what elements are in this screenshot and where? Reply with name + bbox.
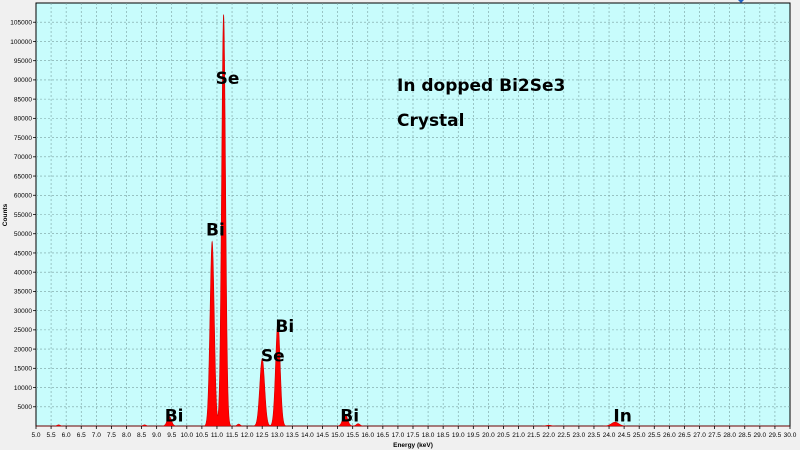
x-tick-label: 19.0 [452,432,465,439]
x-tick-label: 12.0 [241,432,254,439]
x-tick-label: 24.5 [618,432,631,439]
peak-labels: Se Bi Bi Se Bi Bi In [165,69,632,427]
x-tick-label: 14.5 [316,432,329,439]
y-tick-label: 30000 [14,308,32,315]
x-tick-label: 16.5 [377,432,390,439]
grid-lines [36,3,790,426]
y-tick-label: 85000 [14,96,32,103]
x-tick-label: 21.0 [512,432,525,439]
x-tick-label: 30.0 [784,432,797,439]
x-tick-label: 27.0 [693,432,706,439]
y-tick-label: 80000 [14,116,32,123]
x-tick-label: 29.5 [769,432,782,439]
x-tick-label: 15.0 [331,432,344,439]
x-tick-label: 22.5 [557,432,570,439]
x-tick-label: 20.5 [497,432,510,439]
y-tick-label: 100000 [10,39,32,46]
x-tick-label: 28.5 [738,432,751,439]
y-tick-label: 60000 [14,193,32,200]
x-tick-label: 19.5 [467,432,480,439]
x-tick-label: 9.5 [167,432,176,439]
y-tick-label: 90000 [14,77,32,84]
y-tick-label: 5000 [18,404,33,411]
peak-label: Bi [165,406,184,426]
x-tick-label: 5.0 [31,432,40,439]
x-axis-label: Energy (keV) [393,442,433,449]
peak-label: Bi [206,221,225,241]
x-tick-label: 14.0 [301,432,314,439]
y-tick-label: 95000 [14,58,32,65]
peak-label: Se [216,69,240,89]
x-tick-label: 6.0 [62,432,71,439]
x-tick-label: 29.0 [754,432,767,439]
x-tick-label: 18.5 [437,432,450,439]
x-tick-label: 24.0 [603,432,616,439]
x-tick-label: 21.5 [527,432,540,439]
x-tick-label: 9.0 [152,432,161,439]
x-tick-label: 23.0 [573,432,586,439]
x-tick-label: 10.5 [196,432,209,439]
y-tick-label: 15000 [14,366,32,373]
x-tick-label: 17.0 [392,432,405,439]
x-tick-label: 15.5 [346,432,359,439]
peak-label: Bi [340,406,359,426]
x-tick-label: 13.5 [286,432,299,439]
y-tick-label: 70000 [14,154,32,161]
x-tick-label: 26.0 [663,432,676,439]
x-axis-ticks: 5.0 5.5 6.0 6.5 7.0 7.5 8.0 8.5 9.0 9.5 10.0 10.5 11… [31,426,797,439]
x-tick-label: 27.5 [708,432,721,439]
y-tick-label: 105000 [10,20,32,27]
y-tick-label: 65000 [14,173,32,180]
y-tick-label: 40000 [14,269,32,276]
peak-label: Bi [275,317,294,337]
peak-label: In [613,406,631,426]
x-tick-label: 20.0 [482,432,495,439]
x-tick-label: 23.5 [588,432,601,439]
y-tick-label: 25000 [14,327,32,334]
peak-label: Se [261,346,285,366]
annotation-line-1: In dopped Bi2Se3 [397,76,565,96]
x-tick-label: 16.0 [361,432,374,439]
x-tick-label: 6.5 [77,432,86,439]
y-tick-label: 10000 [14,385,32,392]
x-tick-label: 5.5 [47,432,56,439]
x-tick-label: 28.0 [723,432,736,439]
x-tick-label: 25.0 [633,432,646,439]
x-tick-label: 18.0 [422,432,435,439]
corner-indicator-icon [738,0,744,3]
x-tick-label: 7.5 [107,432,116,439]
x-tick-label: 13.0 [271,432,284,439]
x-tick-label: 8.0 [122,432,131,439]
x-tick-label: 25.5 [648,432,661,439]
y-axis-ticks: 5000 10000 15000 20000 25000 30000 35000 40000 4… [10,20,36,411]
y-axis-label: Counts [2,203,9,226]
x-tick-label: 10.0 [180,432,193,439]
x-tick-label: 26.5 [678,432,691,439]
y-tick-label: 35000 [14,289,32,296]
y-tick-label: 50000 [14,231,32,238]
x-tick-label: 7.0 [92,432,101,439]
x-tick-label: 12.5 [256,432,269,439]
y-tick-label: 20000 [14,346,32,353]
annotation-line-2: Crystal [397,111,465,131]
x-tick-label: 11.5 [226,432,239,439]
y-tick-label: 45000 [14,250,32,257]
y-tick-label: 55000 [14,212,32,219]
y-tick-label: 75000 [14,135,32,142]
x-tick-label: 22.0 [542,432,555,439]
x-tick-label: 17.5 [407,432,420,439]
x-tick-label: 8.5 [137,432,146,439]
x-tick-label: 11.0 [211,432,224,439]
